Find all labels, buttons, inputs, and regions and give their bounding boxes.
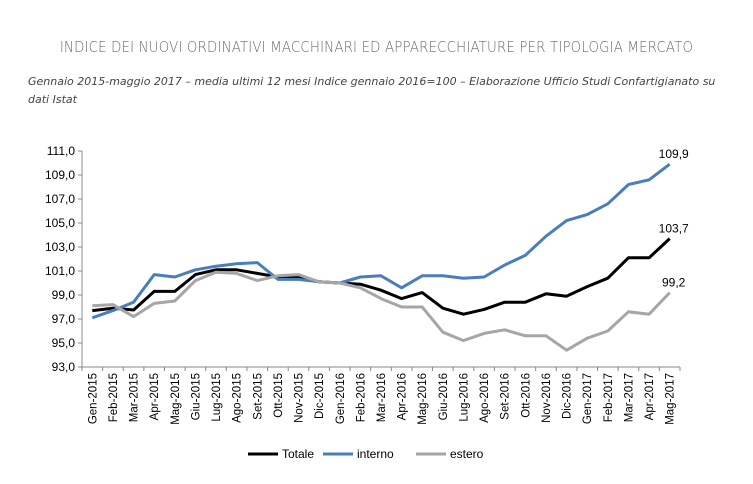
x-tick-label: Giu-2016 [438, 373, 450, 420]
y-tick-label: 97,0 [52, 312, 76, 326]
y-tick-label: 95,0 [52, 336, 76, 350]
y-tick-label: 111,0 [47, 144, 76, 158]
x-tick-label: Apr-2017 [644, 373, 656, 420]
x-tick-label: Set-2016 [500, 373, 512, 420]
x-tick-label: Gen-2015 [87, 373, 99, 424]
x-tick-label: Set-2015 [252, 373, 264, 420]
x-tick-label: Mag-2015 [170, 373, 182, 425]
series-line-estero [92, 270, 671, 352]
x-tick-label: Lug-2015 [211, 373, 223, 422]
y-tick-label: 103,0 [45, 240, 75, 254]
x-tick-label: Giu-2015 [190, 373, 202, 420]
x-tick-label: Feb-2016 [355, 373, 367, 422]
legend-label-interno: interno [357, 447, 394, 461]
data-label-totale: 103,7 [659, 222, 689, 236]
x-tick-label: Mag-2016 [417, 373, 429, 425]
y-tick-label: 107,0 [45, 192, 75, 206]
series-line-interno [91, 163, 671, 320]
x-tick-label: Apr-2016 [397, 373, 409, 420]
x-tick-label: Dic-2015 [314, 373, 326, 419]
y-tick-label: 105,0 [45, 216, 75, 230]
x-tick-label: Gen-2016 [335, 373, 347, 424]
x-tick-label: Dic-2016 [562, 373, 574, 419]
y-tick-label: 109,0 [45, 168, 75, 182]
chart-subtitle: Gennaio 2015-maggio 2017 – media ultimi … [28, 75, 716, 106]
x-tick-label: Mag-2017 [665, 373, 677, 425]
legend-label-estero: estero [450, 447, 484, 461]
x-tick-label: Ott-2015 [273, 373, 285, 418]
x-tick-label: Feb-2015 [108, 373, 120, 422]
data-label-interno: 109,9 [659, 147, 689, 161]
x-tick-label: Mar-2015 [129, 373, 141, 422]
x-tick-label: Mar-2017 [623, 373, 635, 422]
x-tick-label: Nov-2016 [541, 373, 553, 423]
x-tick-label: Ago-2015 [232, 373, 244, 423]
x-tick-label: Mar-2016 [376, 373, 388, 422]
y-tick-label: 93,0 [52, 360, 76, 374]
y-tick-label: 99,0 [52, 288, 76, 302]
x-tick-label: Nov-2015 [294, 373, 306, 423]
x-tick-label: Ott-2016 [520, 373, 532, 418]
x-tick-label: Apr-2015 [149, 373, 161, 420]
legend-label-totale: Totale [282, 447, 314, 461]
x-tick-label: Gen-2017 [582, 373, 594, 424]
y-tick-label: 101,0 [45, 264, 75, 278]
chart-title: INDICE DEI NUOVI ORDINATIVI MACCHINARI E… [59, 38, 694, 56]
x-tick-label: Ago-2016 [479, 373, 491, 423]
data-label-estero: 99,2 [662, 276, 686, 290]
x-tick-label: Lug-2016 [458, 373, 470, 422]
x-tick-label: Feb-2017 [603, 373, 615, 422]
